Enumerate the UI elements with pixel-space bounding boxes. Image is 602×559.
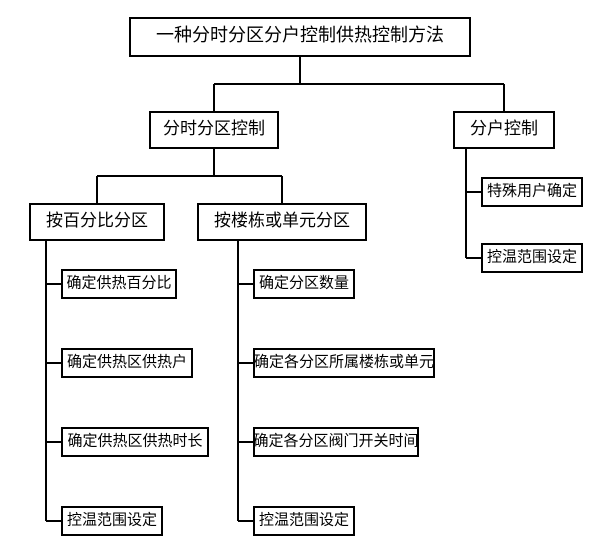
percent-item-2-label: 确定供热区供热时长: [67, 432, 202, 449]
label-time-zone-control: 分时分区控制: [163, 119, 265, 138]
percent-item-1-label: 确定供热区供热户: [67, 353, 187, 370]
building-item-0-label: 确定分区数量: [259, 274, 349, 291]
building-item-2-label: 确定各分区阀门开关时间: [253, 432, 418, 449]
label-building-header: 按楼栋或单元分区: [214, 211, 350, 230]
building-item-3-label: 控温范围设定: [259, 511, 349, 528]
household-item-0-label: 特殊用户确定: [487, 182, 577, 199]
percent-item-0-label: 确定供热百分比: [66, 274, 171, 291]
label-household-control: 分户控制: [470, 119, 538, 138]
building-item-1-label: 确定各分区所属楼栋或单元: [254, 352, 434, 370]
root-label: 一种分时分区分户控制供热控制方法: [156, 25, 444, 45]
percent-item-3-label: 控温范围设定: [67, 511, 157, 528]
label-percent-header: 按百分比分区: [46, 211, 148, 230]
household-item-1-label: 控温范围设定: [487, 248, 577, 265]
